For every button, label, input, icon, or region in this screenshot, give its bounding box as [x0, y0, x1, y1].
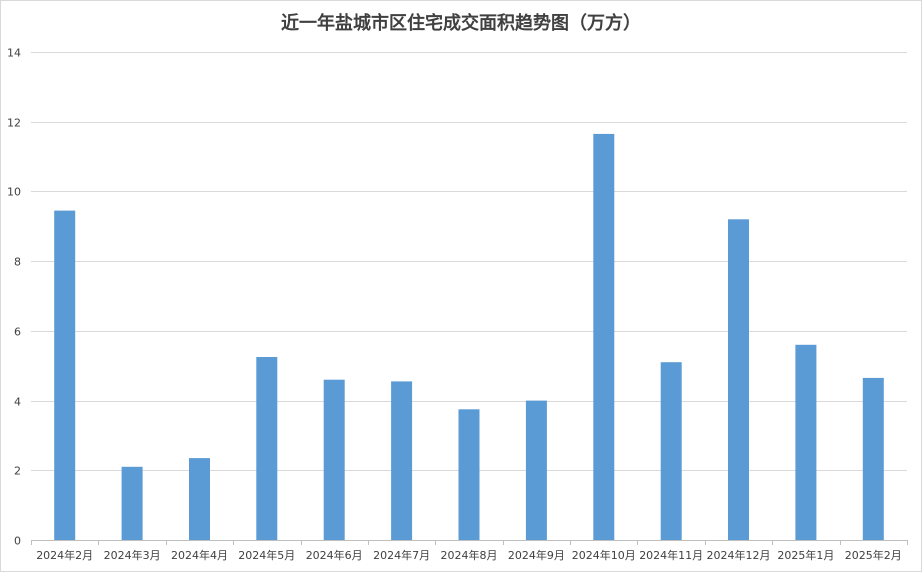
bar: [593, 133, 615, 540]
bar: [728, 219, 749, 541]
bar: [121, 466, 143, 540]
y-tick-labels: 0 2 4 6 8 10 12 14: [7, 47, 21, 548]
x-tick-label: 2024年11月: [639, 548, 703, 562]
chart-title: 近一年盐城市区住宅成交面积趋势图（万方）: [281, 13, 641, 34]
x-tick-label: 2025年2月: [845, 548, 902, 562]
bar: [391, 381, 413, 540]
bars: [54, 133, 884, 541]
bar: [256, 357, 278, 540]
x-tick-label: 2024年4月: [171, 548, 228, 562]
y-tick-label: 2: [14, 465, 21, 478]
x-tick-label: 2024年8月: [441, 548, 498, 562]
x-tick-label: 2024年12月: [707, 548, 771, 562]
bar: [54, 210, 76, 540]
bar: [458, 409, 480, 540]
y-tick-label: 8: [14, 256, 21, 269]
x-tick-label: 2024年10月: [572, 548, 636, 562]
y-tick-label: 14: [7, 47, 21, 60]
bar: [660, 362, 682, 540]
bar: [862, 377, 884, 540]
x-tick-label: 2024年3月: [104, 548, 161, 562]
y-tick-label: 4: [14, 396, 21, 409]
y-tick-label: 0: [14, 535, 21, 548]
bar: [795, 344, 817, 540]
x-tick-label: 2024年2月: [36, 548, 93, 562]
y-tick-label: 10: [7, 186, 21, 199]
bar: [189, 458, 210, 540]
x-tick-label: 2024年6月: [306, 548, 363, 562]
y-tick-label: 12: [7, 117, 21, 130]
bar: [525, 400, 547, 540]
y-tick-label: 6: [14, 326, 21, 339]
x-tick-labels: 2024年2月 2024年3月 2024年4月 2024年5月 2024年6月 2024年…: [36, 548, 902, 562]
x-tick-label: 2024年5月: [238, 548, 295, 562]
x-tick-label: 2024年9月: [508, 548, 565, 562]
axes: [31, 540, 908, 545]
x-tick-label: 2024年7月: [373, 548, 430, 562]
bar: [323, 379, 345, 540]
gridlines: [31, 52, 907, 471]
x-tick-label: 2025年1月: [777, 548, 834, 562]
